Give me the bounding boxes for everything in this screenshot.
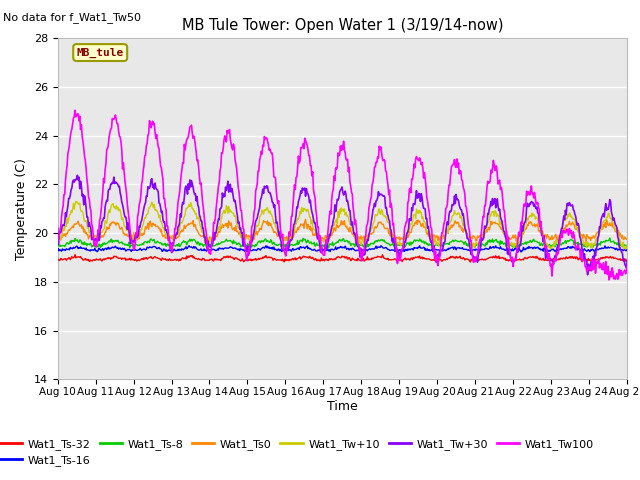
Title: MB Tule Tower: Open Water 1 (3/19/14-now): MB Tule Tower: Open Water 1 (3/19/14-now… (182, 18, 503, 33)
X-axis label: Time: Time (327, 400, 358, 413)
Text: No data for f_Wat1_Tw50: No data for f_Wat1_Tw50 (3, 12, 141, 23)
Text: MB_tule: MB_tule (77, 48, 124, 58)
Y-axis label: Temperature (C): Temperature (C) (15, 158, 28, 260)
Legend: Wat1_Ts-32, Wat1_Ts-16, Wat1_Ts-8, Wat1_Ts0, Wat1_Tw+10, Wat1_Tw+30, Wat1_Tw100: Wat1_Ts-32, Wat1_Ts-16, Wat1_Ts-8, Wat1_… (0, 434, 598, 470)
